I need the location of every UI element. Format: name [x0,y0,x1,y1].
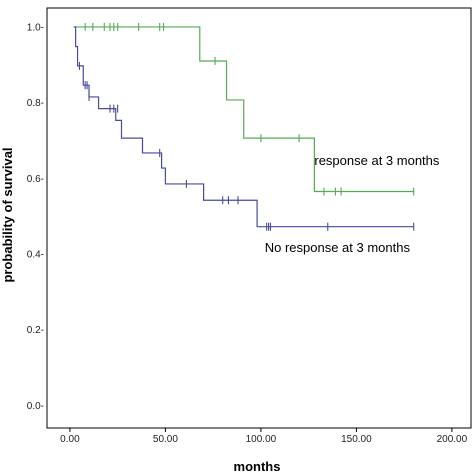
y-tick-label: 0.6- [27,174,44,185]
series-annotation-2: No response at 3 months [265,240,411,255]
x-axis-ticks: 0.00 50.00 100.00 150.00 200.00 [60,428,468,445]
y-axis-title: probability of survival [0,147,15,282]
y-tick-label: 0.0- [27,401,44,412]
x-tick-label: 200.00 [437,434,468,445]
y-tick-label: 1.0- [27,22,44,33]
y-tick-label: 0.8- [27,98,44,109]
series-line-2 [73,26,414,228]
y-tick-label: 0.4- [27,249,44,260]
x-tick-label: 0.00 [60,434,80,445]
x-tick-label: 100.00 [246,434,277,445]
x-axis-title: months [234,459,281,474]
plot-area-frame [46,7,472,429]
x-tick-label: 50.00 [153,434,178,445]
y-tick-label: 0.2- [27,325,44,336]
series-annotation-1: response at 3 months [314,153,440,168]
x-tick-label: 150.00 [341,434,372,445]
y-axis-ticks: 0.0- 0.2- 0.4- 0.6- 0.8- 1.0- [27,22,44,411]
series-layer [73,22,415,231]
series-line-1 [73,26,414,193]
annotation-layer: response at 3 months No response at 3 mon… [265,153,440,255]
